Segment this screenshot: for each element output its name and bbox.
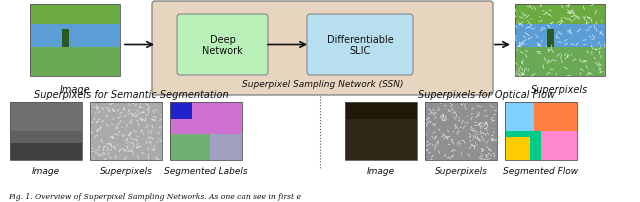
Bar: [534, 102, 577, 131]
Text: Superpixels: Superpixels: [435, 166, 488, 175]
Bar: [30, 5, 120, 77]
Bar: [90, 102, 162, 160]
Text: Image: Image: [367, 166, 395, 175]
Text: Image: Image: [32, 166, 60, 175]
Bar: [170, 102, 191, 120]
Text: Superpixels: Superpixels: [531, 85, 589, 95]
Text: Image: Image: [60, 85, 90, 95]
Bar: [425, 102, 497, 160]
Bar: [10, 131, 82, 160]
Text: Deep
Network: Deep Network: [202, 35, 243, 56]
Bar: [90, 102, 162, 160]
FancyBboxPatch shape: [177, 15, 268, 76]
Bar: [10, 102, 82, 160]
Bar: [170, 134, 210, 160]
Text: Superpixel Sampling Network (SSN): Superpixel Sampling Network (SSN): [242, 80, 403, 88]
Bar: [515, 23, 605, 48]
Bar: [541, 131, 577, 160]
Bar: [10, 143, 82, 160]
Bar: [425, 102, 497, 160]
Bar: [515, 5, 605, 25]
Bar: [30, 5, 120, 25]
Bar: [345, 102, 417, 120]
Bar: [547, 30, 554, 48]
Bar: [170, 102, 242, 134]
Bar: [505, 102, 577, 160]
Bar: [515, 5, 605, 77]
Bar: [345, 102, 417, 160]
Bar: [345, 102, 417, 160]
Bar: [30, 5, 120, 77]
Bar: [30, 23, 120, 48]
FancyBboxPatch shape: [307, 15, 413, 76]
Bar: [170, 102, 242, 160]
Bar: [10, 102, 82, 160]
Bar: [170, 102, 242, 160]
FancyBboxPatch shape: [152, 2, 493, 96]
Bar: [61, 30, 68, 48]
Text: Superpixels: Superpixels: [100, 166, 152, 175]
Bar: [515, 5, 605, 77]
Bar: [505, 131, 541, 160]
Bar: [505, 102, 577, 160]
Text: Segmented Labels: Segmented Labels: [164, 166, 248, 175]
Bar: [30, 5, 120, 44]
Text: Segmented Flow: Segmented Flow: [504, 166, 579, 175]
Text: Fig. 1. Overview of Superpixel Sampling Networks. As one can see in first e: Fig. 1. Overview of Superpixel Sampling …: [8, 192, 301, 200]
Text: Superpixels for Optical Flow: Superpixels for Optical Flow: [417, 89, 554, 100]
Bar: [210, 134, 242, 160]
Text: Differentiable
SLIC: Differentiable SLIC: [326, 35, 394, 56]
Bar: [505, 137, 530, 160]
Text: Superpixels for Semantic Segmentation: Superpixels for Semantic Segmentation: [34, 89, 228, 100]
